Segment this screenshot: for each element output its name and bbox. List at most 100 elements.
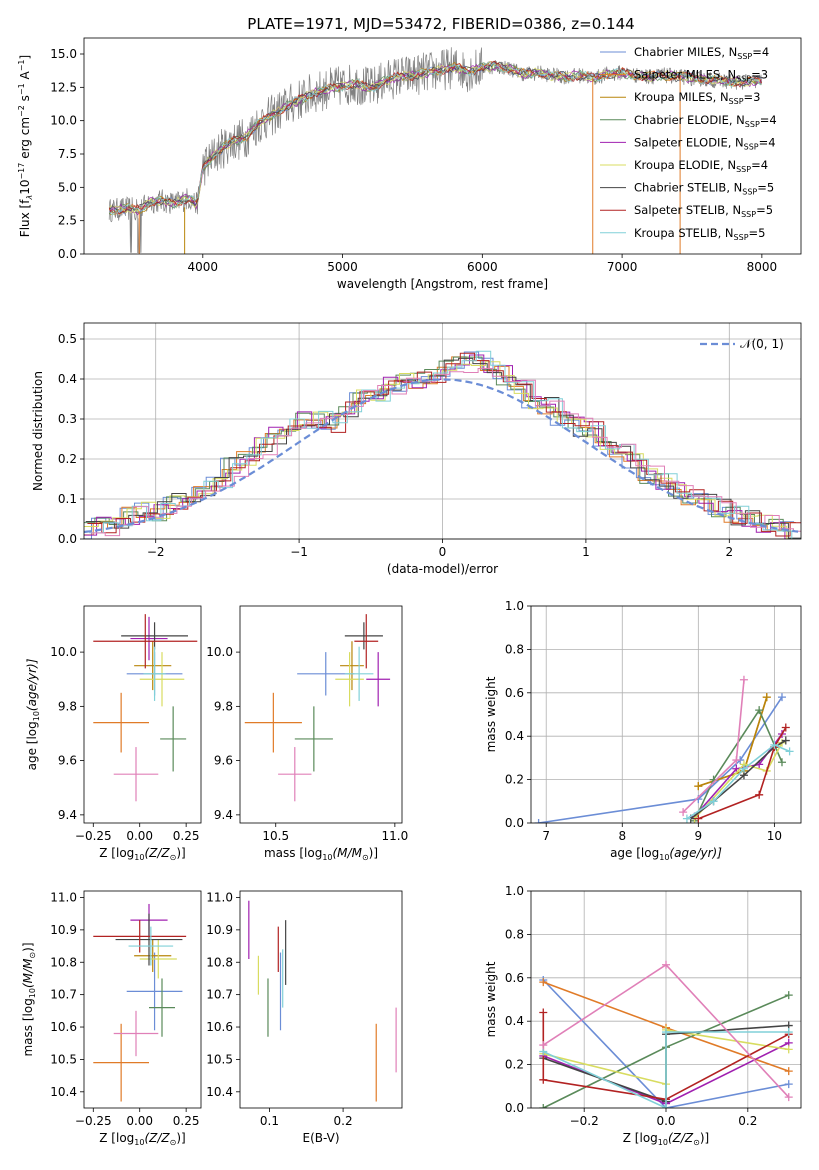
x-tick-label: 0.1 <box>260 1114 279 1128</box>
legend-tail: =5 <box>756 203 773 217</box>
legend-sub: SSP <box>737 52 752 61</box>
y-tick-label: 10.0 <box>206 645 233 659</box>
y-tick-label: 0.0 <box>58 532 77 546</box>
x-tick-label: 6000 <box>467 260 498 274</box>
x-tick-label: 10.5 <box>262 829 289 843</box>
x-label-main: mass [log <box>264 846 322 860</box>
x-label-main: Z [log <box>99 1131 134 1145</box>
x-axis-label: E(B-V) <box>302 1131 339 1145</box>
x-tick-label: 2 <box>725 545 733 559</box>
plus-marker <box>709 797 718 806</box>
legend-label: Chabrier STELIB, N <box>634 181 742 195</box>
x-tick-label: 0 <box>439 545 447 559</box>
y-label-main: age [log <box>25 721 39 770</box>
x-axis-label: age [log10(age/yr)] <box>610 846 722 862</box>
legend-tail: =5 <box>757 181 774 195</box>
y-label-main: mass [log <box>21 998 35 1056</box>
y-tick-label: 9.4 <box>214 808 233 822</box>
x-label-sub2: ⊙ <box>170 853 177 862</box>
error-bar-point <box>121 622 188 650</box>
y-tick-label: 9.6 <box>58 754 77 768</box>
y-tick-label: 10.8 <box>206 955 233 969</box>
y-tick-label: 0.6 <box>505 686 524 700</box>
x-label-rest: (Z/Z <box>144 846 170 860</box>
legend-sub: SSP <box>736 75 751 84</box>
legend-entry: Chabrier MILES, NSSP=4 <box>634 45 769 61</box>
y-tick-label: 11.0 <box>50 890 77 904</box>
x-label-end: )] <box>700 1131 709 1145</box>
y-tick-label: 1.0 <box>505 599 524 613</box>
error-bar-point <box>340 641 364 691</box>
y-tick-label: 0.3 <box>58 412 77 426</box>
x-axis-label: wavelength [Angstrom, rest frame] <box>337 277 548 291</box>
x-tick-label: 0.00 <box>126 1114 153 1128</box>
x-tick-label: 7000 <box>607 260 638 274</box>
x-tick-label: 0.25 <box>173 829 200 843</box>
error-bar-point <box>344 646 374 701</box>
y-label-exp: −1 <box>17 59 26 71</box>
y-label-rest: 10 <box>18 180 32 195</box>
x-label-rest: (age/yr)] <box>669 846 722 860</box>
mass-weight-line-3 <box>693 708 783 822</box>
x-tick-label: 7 <box>542 829 550 843</box>
x-axis-label: Z [log10(Z/Z⊙)] <box>623 1131 709 1147</box>
ticks: 0.1 0.2 10.4 10.5 10.6 10.7 10.8 10.9 11.0 <box>206 890 352 1128</box>
y-tick-label: 10.0 <box>50 114 77 128</box>
error-bar-point <box>113 1010 159 1057</box>
legend-sub: SSP <box>741 210 756 219</box>
legend-entry: 𝒩(0, 1) <box>740 337 784 351</box>
plus-marker <box>539 1041 548 1050</box>
x-axis-label: Z [log10(Z/Z⊙)] <box>99 846 185 862</box>
plus-marker <box>755 706 764 715</box>
y-tick-label: 10.9 <box>50 923 77 937</box>
x-tick-label: 0.00 <box>126 829 153 843</box>
plot-area-spectrum <box>108 47 762 254</box>
x-label-sub: 10 <box>322 853 332 862</box>
model-line-8 <box>108 61 762 216</box>
legend-sub: SSP <box>745 120 760 129</box>
panel-age-vs-mass: 10.5 11.0 9.4 9.6 9.8 10.0 mass [log10(M/M⊙)] <box>206 605 408 862</box>
legend-label: Kroupa STELIB, N <box>634 226 734 240</box>
plus-marker <box>739 764 748 773</box>
legend-entry: Salpeter ELODIE, NSSP=4 <box>634 135 776 151</box>
y-tick-label: 0.2 <box>505 773 524 787</box>
plus-marker <box>784 1080 793 1089</box>
legend-sub: SSP <box>742 188 757 197</box>
gaussian-curve <box>84 378 799 534</box>
plus-marker <box>755 790 764 799</box>
x-axis-label: Z [log10(Z/Z⊙)] <box>99 1131 185 1147</box>
plus-marker <box>739 675 748 684</box>
plus-marker <box>777 758 786 767</box>
error-bar-point <box>139 939 177 979</box>
error-bar-point <box>160 706 187 772</box>
x-label-end: )] <box>176 846 185 860</box>
y-tick-label: 0.8 <box>505 927 524 941</box>
panel-mw-vs-Z: −0.2 0.0 0.2 0.0 0.2 0.4 0.6 0.8 1.0 Z [log10(Z/Z… <box>484 884 802 1147</box>
y-axis-label: Flux [fλ10−17 erg cm−2 s−1 A−1] <box>17 55 34 237</box>
plus-marker <box>539 1008 548 1017</box>
error-bar-point <box>128 926 174 966</box>
y-label-mid: A <box>18 70 32 83</box>
y-tick-label: 10.4 <box>50 1085 77 1099</box>
legend-label: Chabrier ELODIE, N <box>634 113 745 127</box>
legend-tail: =5 <box>749 226 766 240</box>
axes-frame <box>239 605 403 824</box>
histogram-series-7 <box>89 350 801 539</box>
y-label-end: ] <box>18 55 32 60</box>
error-bar-point <box>294 706 333 772</box>
y-tick-label: 10.4 <box>206 1085 233 1099</box>
x-label-end: )] <box>176 1131 185 1145</box>
y-axis-label: age [log10(age/yr)] <box>25 658 41 770</box>
y-tick-label: 12.5 <box>50 80 77 94</box>
plus-marker <box>694 782 703 791</box>
histogram-series-1 <box>84 356 796 536</box>
panel-age-vs-Z: −0.25 0.00 0.259.49.69.810.0Z [log10(Z/Z⊙)… <box>25 605 202 862</box>
x-tick-label: −1 <box>290 545 308 559</box>
plus-marker <box>781 723 790 732</box>
histogram-series-0 <box>84 351 795 539</box>
y-label-sub: 10 <box>28 988 37 998</box>
panel-mass-vs-Z: −0.25 0.00 0.25 10.4 10.5 10.6 10.7 10.8 10.9 11.… <box>21 890 202 1147</box>
x-label-sub2: ⊙ <box>170 1138 177 1147</box>
ticks: −0.25 0.00 0.25 9.4 9.6 9.8 10.0 <box>50 645 199 843</box>
